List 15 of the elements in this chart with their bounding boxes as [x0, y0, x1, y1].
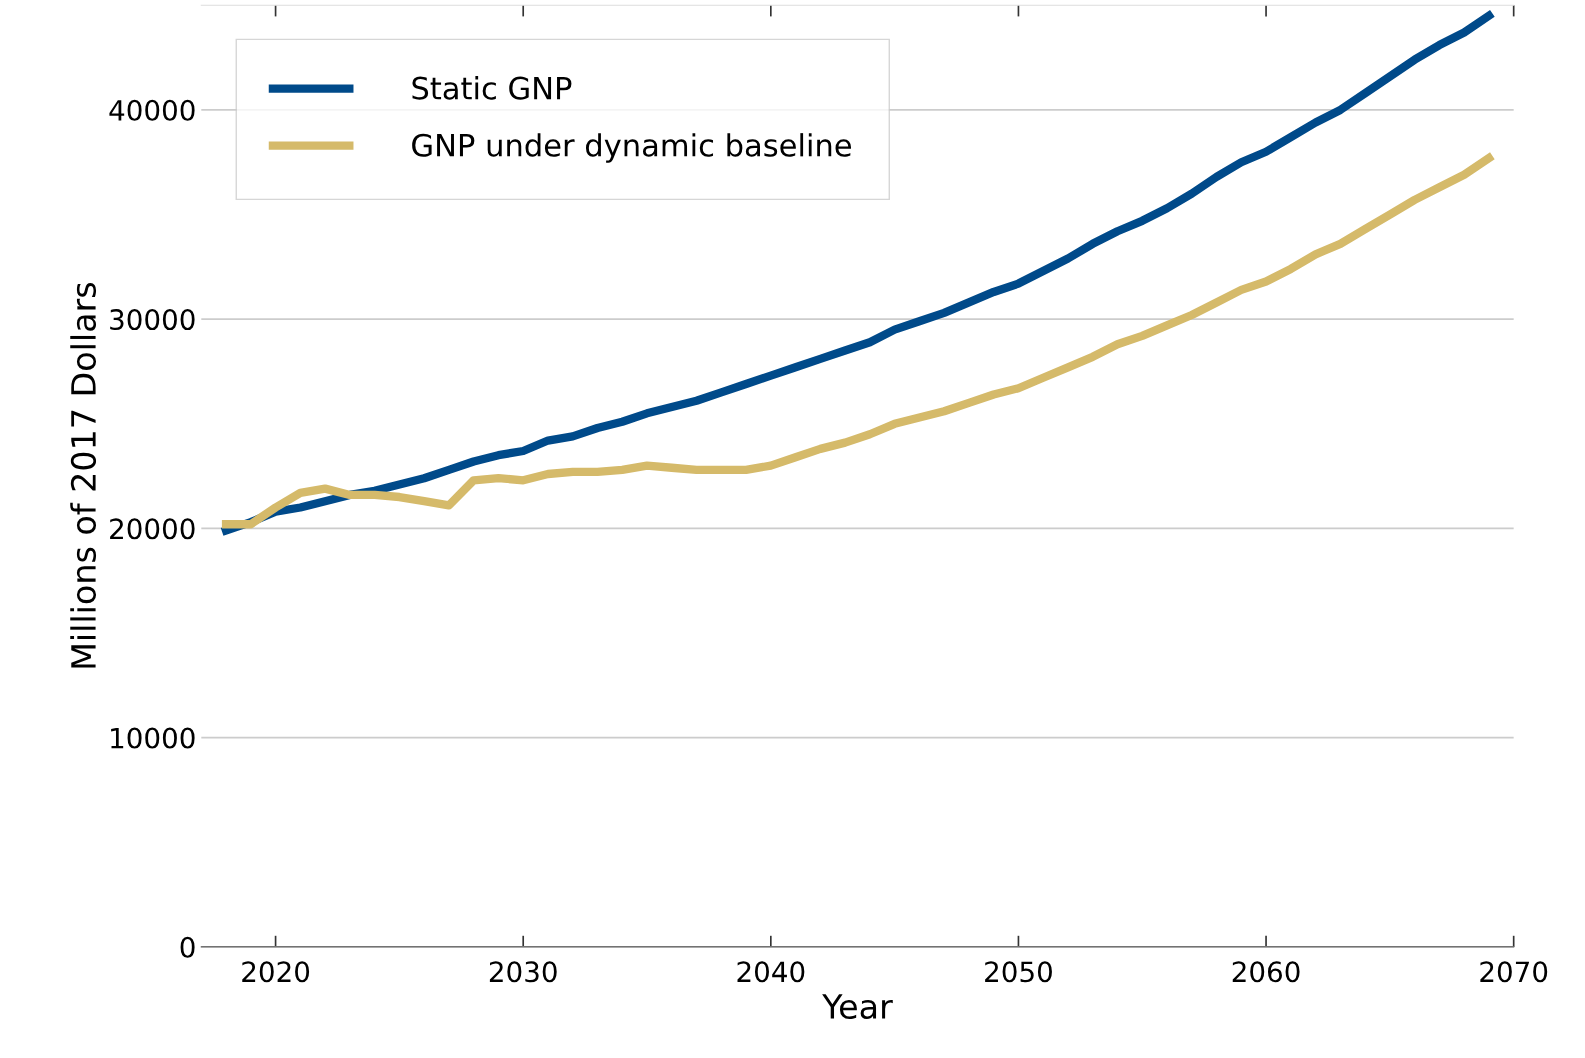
y-tick-label: 30000: [110, 309, 195, 331]
x-tick-label: 2040: [737, 961, 805, 983]
y-tick-label: 20000: [110, 518, 195, 540]
legend-label: Static GNP: [412, 76, 572, 100]
x-tick-label: 2070: [1480, 961, 1548, 983]
y-tick-label: 0: [180, 936, 195, 958]
x-tick-label: 2020: [242, 961, 310, 983]
x-tick-label: 2030: [489, 961, 557, 983]
y-tick-label: 10000: [111, 727, 195, 749]
y-tick-label: 40000: [109, 99, 195, 121]
legend-label: GNP under dynamic baseline: [412, 133, 851, 163]
x-axis-title: Year: [822, 994, 893, 1020]
y-axis-title: Millions of 2017 Dollars: [70, 282, 97, 668]
x-tick-label: 2050: [985, 961, 1052, 983]
x-tick-label: 2060: [1232, 961, 1300, 983]
